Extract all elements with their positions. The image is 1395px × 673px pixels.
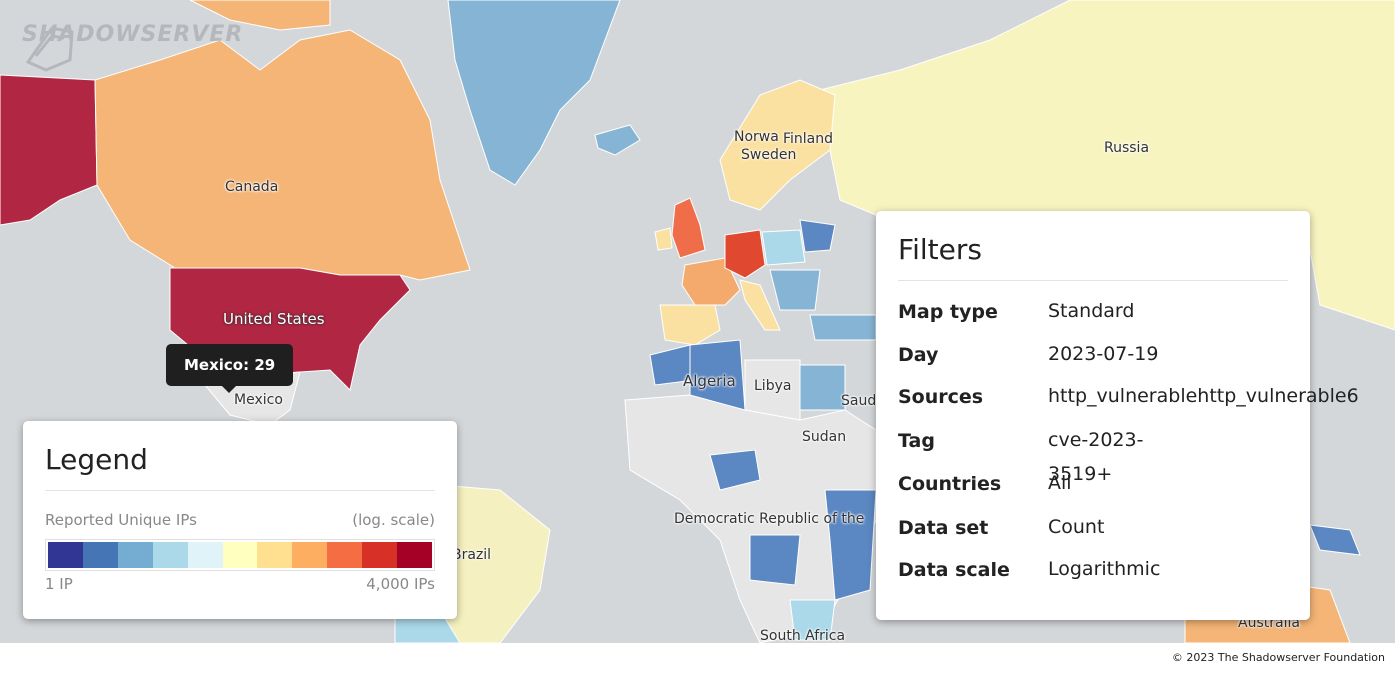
legend-swatch [257,542,293,568]
legend-header-row: Reported Unique IPs (log. scale) [45,511,435,529]
russia-shape[interactable] [819,0,1395,331]
map-tooltip: Mexico: 29 [166,344,294,393]
filter-key: Tag [898,430,935,452]
label-libya: Libya [754,378,792,394]
alaska-shape[interactable] [0,74,98,226]
label-united-states: United States [223,310,325,328]
label-finland: Finland [783,131,834,147]
filter-key: Countries [898,473,1002,495]
legend-min-label: 1 IP [45,575,73,593]
label-canada: Canada [225,179,279,195]
label-algeria: Algeria [683,372,736,390]
south-africa-shape[interactable] [789,599,836,641]
legend-swatch [117,542,153,568]
label-brazil: Brazil [452,547,492,563]
label-norway: Norwa [734,129,779,145]
legend-max-label: 4,000 IPs [366,575,435,593]
legend-swatch [152,542,188,568]
scandinavia-shape[interactable] [719,79,836,211]
germany-shape[interactable] [724,229,766,279]
iceland-shape[interactable] [594,124,641,156]
filter-value: All [1048,472,1072,494]
label-drc: Democratic Republic of the [674,511,865,527]
filter-value: Count [1048,516,1105,538]
filters-panel: Filters Map type Standard Day 2023-07-19 Sou… [876,211,1359,620]
legend-swatch [292,542,328,568]
legend-scale-note: (log. scale) [352,511,435,529]
filter-key: Day [898,344,939,366]
label-russia: Russia [1104,140,1150,156]
eastern-europe-shape[interactable] [799,219,836,253]
shadowserver-logo-icon [25,26,74,72]
italy-shape[interactable] [739,279,781,331]
filters-divider [898,280,1288,281]
legend-swatch [48,542,83,568]
footer-copyright: © 2023 The Shadowserver Foundation [1171,651,1385,664]
filter-value: Standard [1048,300,1135,322]
filter-key: Data scale [898,559,1010,581]
legend-title: Legend [45,443,148,476]
logo-wordmark: SHADOWSERVER [22,22,244,47]
filter-value: 2023-07-19 [1048,343,1159,365]
legend-panel: Legend Reported Unique IPs (log. scale) … [23,421,457,619]
greenland-shape[interactable] [447,0,621,186]
label-saudi: Saud [841,393,877,409]
canada-shape[interactable] [94,29,471,281]
png-shape[interactable] [1309,524,1361,556]
filter-key: Data set [898,517,989,539]
uk-shape[interactable] [671,197,706,259]
legend-swatch [397,542,432,568]
legend-metric: Reported Unique IPs [45,511,197,529]
shadowserver-logo: SHADOWSERVER [22,22,244,72]
legend-range-row: 1 IP 4,000 IPs [45,575,435,593]
label-south-africa: South Africa [760,628,846,643]
filters-title: Filters [898,233,982,266]
legend-swatch [187,542,223,568]
egypt-saudi-shape[interactable] [799,364,846,411]
legend-swatch [362,542,398,568]
spain-shape[interactable] [659,304,721,346]
label-sweden: Sweden [741,147,797,163]
legend-swatch [222,542,258,568]
map-shapes [0,0,1395,643]
turkey-shape[interactable] [809,314,877,341]
label-sudan: Sudan [802,429,847,445]
legend-swatch [327,542,363,568]
mozambique-shape[interactable] [824,489,877,601]
filter-key: Sources [898,386,984,408]
filter-value: Logarithmic [1048,558,1161,580]
legend-swatch [82,542,118,568]
label-mexico: Mexico [234,392,283,408]
ireland-shape[interactable] [654,227,673,251]
canada-islands-shape[interactable] [189,0,331,31]
legend-color-ramp [45,539,435,571]
legend-divider [45,490,435,491]
balkans-shape[interactable] [769,269,821,311]
filter-value: cve-2023-3519+ [1048,429,1144,485]
filter-key: Map type [898,301,998,323]
nigeria-shape[interactable] [709,449,761,491]
filter-value: http_vulnerablehttp_vulnerable6 [1048,385,1359,407]
angola-shape[interactable] [749,534,801,586]
poland-shape[interactable] [761,229,806,266]
